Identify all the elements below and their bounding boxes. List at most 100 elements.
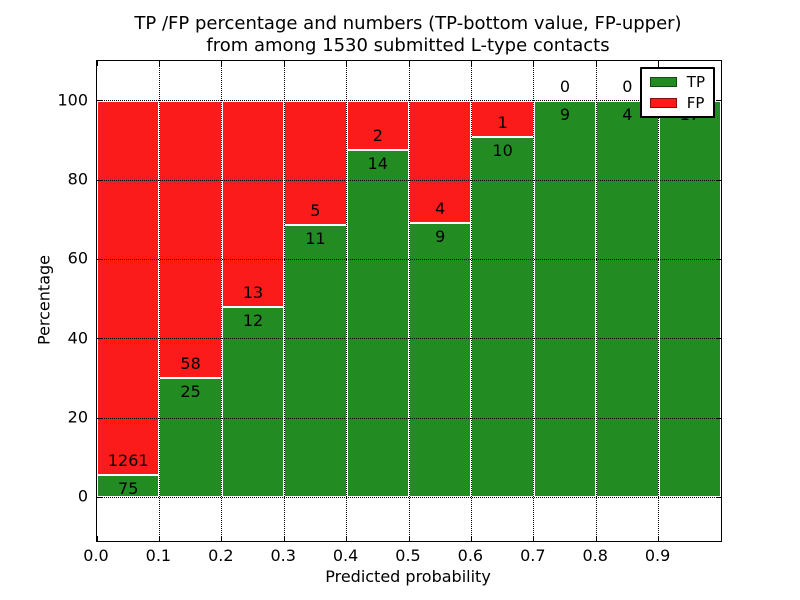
bar-tp-count-label: 4 — [622, 104, 633, 124]
bar-fp-segment — [471, 100, 534, 137]
x-tick-mark — [283, 536, 285, 541]
x-tick-mark — [658, 536, 660, 541]
gridline-horizontal — [97, 496, 721, 498]
gridline-vertical — [470, 61, 472, 541]
y-tick-label: 20 — [67, 407, 88, 427]
x-tick-mark — [158, 536, 160, 541]
tp-legend-label: TP — [686, 73, 705, 91]
bar-tp-count-label: 11 — [305, 228, 326, 248]
bar-tp-count-label: 12 — [242, 310, 264, 330]
y-tick-label: 100 — [57, 90, 88, 110]
legend-entry-fp: FP — [649, 94, 705, 112]
x-tick-label: 0.6 — [457, 546, 484, 565]
x-tick-mark — [533, 536, 535, 541]
y-tick-mark — [716, 258, 721, 260]
x-tick-mark — [221, 61, 223, 66]
y-tick-label: 40 — [67, 328, 88, 348]
bar-tp-count-label: 9 — [435, 226, 446, 246]
x-axis-label: Predicted probability — [325, 567, 491, 586]
bar-tp-segment — [284, 224, 347, 498]
x-tick-mark — [221, 536, 223, 541]
y-tick-mark — [716, 100, 721, 102]
bar-tp-count-label: 14 — [367, 154, 388, 174]
bar-tp-segment — [471, 136, 534, 498]
legend: TP FP — [639, 67, 715, 118]
bar-tp-segment — [346, 150, 409, 498]
x-tick-label: 0.1 — [145, 546, 172, 565]
gridline-vertical — [283, 61, 285, 541]
bar-fp-count-label: 0 — [622, 76, 633, 96]
x-tick-label: 0.0 — [83, 546, 109, 565]
fp-legend-label: FP — [686, 94, 705, 112]
x-tick-label: 0.8 — [582, 546, 608, 565]
x-tick-mark — [470, 536, 472, 541]
bar-fp-segment — [346, 100, 409, 151]
x-tick-mark — [346, 536, 348, 541]
bar-fp-count-label: 1261 — [107, 451, 149, 471]
gridline-vertical — [658, 61, 660, 541]
gridline-horizontal — [97, 100, 721, 102]
x-tick-mark — [96, 536, 98, 541]
x-tick-mark — [595, 536, 597, 541]
y-tick-mark — [716, 338, 721, 340]
y-tick-mark — [97, 179, 102, 181]
bar-tp-count-label: 10 — [492, 140, 513, 160]
bar-fp-segment — [284, 100, 347, 225]
x-tick-mark — [658, 61, 660, 66]
y-tick-mark — [97, 338, 102, 340]
bar-tp-count-label: 9 — [559, 104, 571, 124]
bar-tp-segment — [533, 100, 597, 498]
chart-title-line1: TP /FP percentage and numbers (TP-bottom… — [134, 13, 682, 34]
bar-tp-segment — [221, 306, 285, 498]
bar-tp-segment — [596, 100, 659, 498]
x-tick-label: 0.7 — [520, 546, 546, 565]
x-tick-mark — [720, 536, 722, 541]
x-tick-label: 0.3 — [270, 546, 296, 565]
x-tick-mark — [720, 61, 722, 66]
chart-title-line2: from among 1530 submitted L-type contact… — [206, 35, 610, 56]
gridline-vertical — [158, 61, 160, 541]
bar-fp-segment — [409, 100, 472, 223]
gridline-horizontal — [97, 179, 721, 181]
fp-swatch-icon — [649, 98, 677, 108]
legend-entry-tp: TP — [649, 73, 705, 91]
y-tick-mark — [97, 258, 102, 260]
x-tick-mark — [408, 61, 410, 66]
gridline-vertical — [221, 61, 223, 541]
x-tick-mark — [533, 61, 535, 66]
y-tick-label: 0 — [77, 486, 88, 506]
bar-fp-segment — [159, 100, 222, 378]
bar-fp-count-label: 5 — [310, 200, 321, 220]
x-tick-mark — [408, 536, 410, 541]
bar-tp-segment — [159, 377, 222, 498]
bar-fp-count-label: 0 — [559, 76, 571, 96]
bar-fp-segment — [97, 100, 160, 476]
bar-tp-count-label: 25 — [180, 381, 201, 401]
chart-title: TP /FP percentage and numbers (TP-bottom… — [96, 13, 720, 57]
x-tick-label: 0.4 — [332, 546, 359, 565]
bar-tp-segment — [658, 100, 721, 498]
bar-fp-segment — [221, 100, 285, 307]
x-tick-mark — [470, 61, 472, 66]
y-tick-mark — [716, 179, 721, 181]
bar-fp-count-label: 13 — [242, 282, 264, 302]
x-tick-label: 0.9 — [644, 546, 671, 565]
y-tick-label: 80 — [67, 169, 88, 189]
x-tick-mark — [158, 61, 160, 66]
bar-tp-segment — [409, 222, 472, 498]
tp-swatch-icon — [649, 77, 677, 87]
y-tick-mark — [97, 417, 102, 419]
gridline-vertical — [533, 61, 535, 541]
x-tick-mark — [283, 61, 285, 66]
bar-tp-segment — [97, 475, 160, 498]
gridline-vertical — [408, 61, 410, 541]
y-tick-mark — [716, 496, 721, 498]
y-tick-mark — [97, 100, 102, 102]
gridline-horizontal — [97, 417, 721, 419]
gridline-vertical — [595, 61, 597, 541]
y-tick-label: 60 — [67, 248, 88, 268]
y-tick-mark — [97, 496, 102, 498]
y-tick-mark — [716, 417, 721, 419]
gridline-horizontal — [97, 258, 721, 260]
